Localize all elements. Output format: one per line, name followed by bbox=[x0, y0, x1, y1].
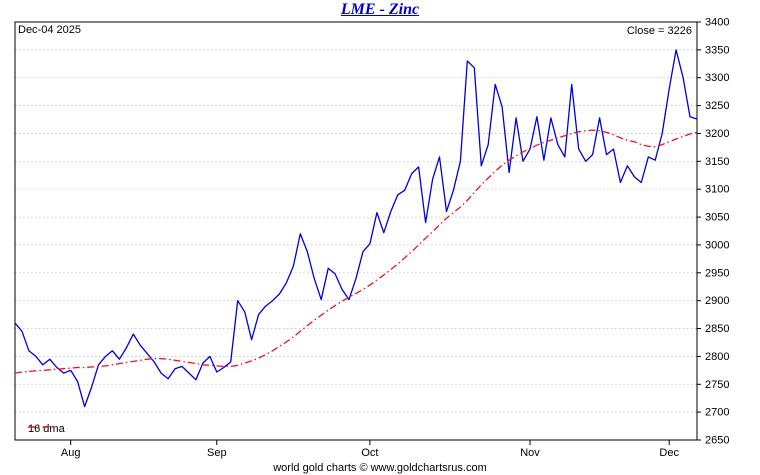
x-tick-label: Oct bbox=[361, 447, 378, 459]
y-tick-label: 2800 bbox=[705, 351, 729, 363]
x-tick-label: Nov bbox=[520, 447, 540, 459]
y-tick-label: 3350 bbox=[705, 44, 729, 56]
y-tick-label: 2850 bbox=[705, 323, 729, 335]
series-price bbox=[14, 49, 698, 408]
y-tick-label: 2900 bbox=[705, 295, 729, 307]
close-value-label: Close = 3226 bbox=[626, 25, 692, 37]
y-tick-label: 3150 bbox=[705, 156, 729, 168]
page-title: LME - Zinc bbox=[340, 1, 420, 18]
footer-credit: world gold charts © www.goldchartsrus.co… bbox=[273, 462, 487, 474]
y-tick-label: 3000 bbox=[705, 239, 729, 251]
y-tick-label: 2700 bbox=[705, 407, 729, 419]
legend-dma-label: 16 dma bbox=[28, 423, 65, 435]
x-tick-label: Dec bbox=[659, 447, 679, 459]
y-tick-label: 3250 bbox=[705, 100, 729, 112]
dma-line-sample-icon bbox=[28, 426, 54, 428]
x-tick-label: Aug bbox=[61, 447, 81, 459]
legend: 16 dma bbox=[28, 423, 65, 435]
y-tick-label: 2950 bbox=[705, 267, 729, 279]
plot-border bbox=[14, 21, 698, 441]
x-tick-label: Sep bbox=[207, 447, 227, 459]
y-tick-label: 3400 bbox=[705, 17, 729, 29]
date-label: Dec-04 2025 bbox=[18, 24, 81, 36]
y-tick-label: 2650 bbox=[705, 435, 729, 447]
y-tick-label: 3100 bbox=[705, 184, 729, 196]
y-tick-label: 3300 bbox=[705, 72, 729, 84]
y-tick-label: 3200 bbox=[705, 128, 729, 140]
y-tick-label: 2750 bbox=[705, 379, 729, 391]
y-tick-label: 3050 bbox=[705, 212, 729, 224]
series-16-dma bbox=[14, 129, 698, 374]
